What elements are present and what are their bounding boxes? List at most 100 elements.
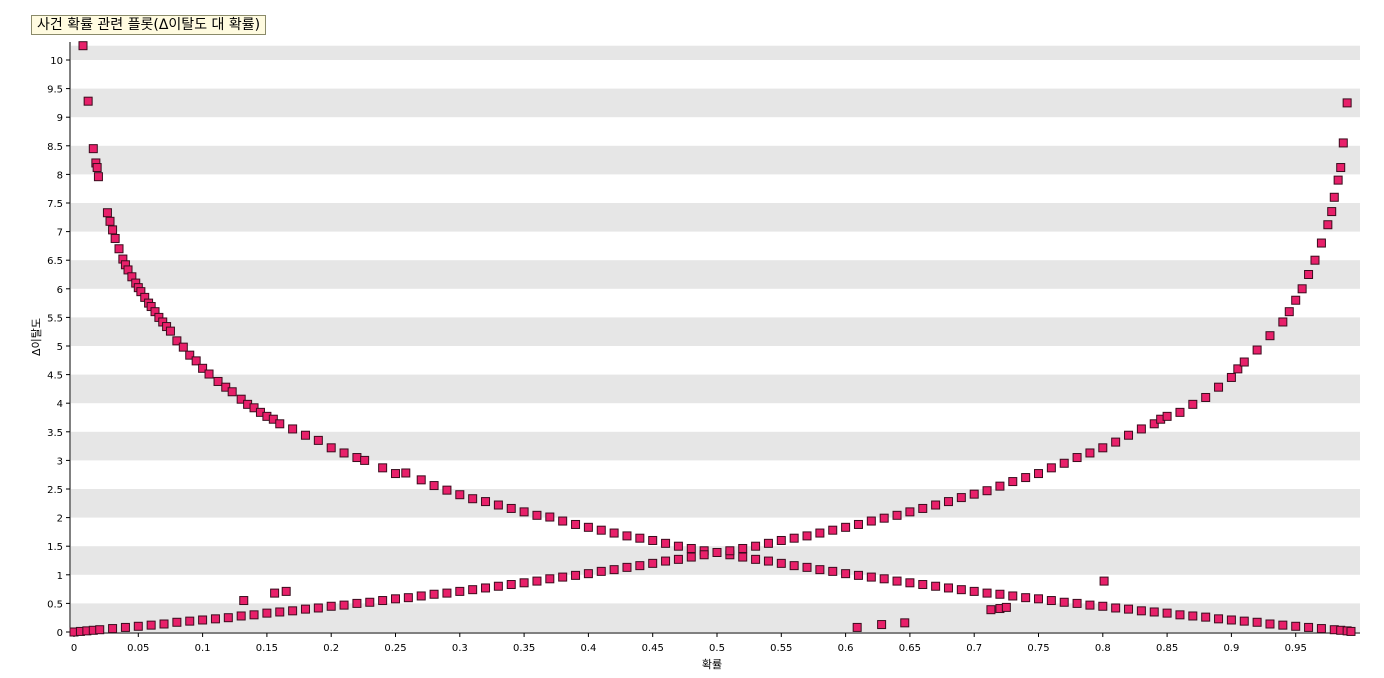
data-point: [429, 589, 439, 599]
data-point: [185, 350, 195, 360]
data-point: [1034, 594, 1043, 604]
data-point: [249, 610, 259, 620]
data-point: [442, 485, 452, 495]
data-point: [1085, 448, 1095, 458]
data-point: [1310, 255, 1320, 265]
data-point: [352, 598, 362, 608]
data-point: [455, 490, 465, 500]
data-point: [223, 613, 233, 623]
grid-band: [71, 260, 1360, 289]
y-tick-label: 2: [57, 514, 63, 525]
data-point: [210, 614, 220, 624]
data-point: [609, 565, 619, 575]
data-point: [378, 463, 388, 473]
data-point: [391, 594, 400, 604]
data-point: [360, 455, 370, 465]
data-point: [1252, 617, 1262, 627]
data-point: [1316, 624, 1326, 634]
data-point: [1265, 331, 1275, 341]
data-point: [1233, 364, 1243, 374]
data-point: [1336, 163, 1346, 173]
data-point: [879, 513, 889, 523]
data-point: [133, 621, 143, 631]
data-point: [866, 516, 876, 526]
y-tick-label: 8: [57, 170, 63, 181]
data-point: [270, 588, 280, 598]
data-point: [1124, 430, 1134, 440]
data-point: [661, 556, 671, 566]
data-point: [120, 622, 130, 632]
data-point: [313, 435, 323, 445]
data-point: [326, 443, 336, 453]
data-point: [1265, 619, 1275, 629]
data-point: [661, 538, 671, 548]
data-point: [204, 369, 214, 379]
x-tick-label: 0.8: [1095, 643, 1111, 654]
data-point: [545, 574, 555, 584]
y-tick-label: 0.5: [47, 599, 63, 610]
data-point: [236, 611, 246, 621]
data-point: [1098, 443, 1108, 453]
data-point: [1124, 604, 1134, 614]
data-point: [1239, 616, 1249, 626]
data-point: [892, 576, 902, 586]
data-point: [172, 336, 182, 346]
data-point: [300, 604, 310, 614]
x-tick-label: 0.5: [709, 643, 725, 654]
data-point: [853, 519, 863, 529]
data-point: [455, 586, 465, 596]
y-tick-label: 3.5: [47, 428, 63, 439]
data-point: [1304, 270, 1314, 279]
data-point: [506, 580, 516, 590]
data-point: [114, 244, 124, 254]
data-point: [802, 531, 812, 541]
x-tick-label: 0.7: [966, 643, 982, 654]
data-point: [519, 507, 529, 517]
data-point: [1072, 598, 1082, 608]
data-point: [1333, 175, 1343, 185]
chart-title: 사건 확률 관련 플롯(Δ이탈도 대 확률): [31, 15, 267, 35]
data-point: [172, 617, 182, 627]
x-tick-label: 0.75: [1027, 643, 1049, 654]
y-tick-label: 6: [57, 285, 63, 296]
x-tick-label: 0.4: [580, 643, 596, 654]
data-point: [442, 588, 452, 598]
data-point: [1291, 621, 1301, 631]
data-point: [365, 597, 375, 607]
data-point: [931, 581, 941, 591]
data-point: [571, 519, 581, 529]
x-tick-label: 0.35: [513, 643, 535, 654]
data-point: [1111, 437, 1121, 447]
data-point: [78, 41, 88, 51]
data-point: [853, 570, 863, 580]
data-point: [1059, 458, 1069, 468]
grid-band: [71, 45, 1360, 60]
data-point: [532, 510, 542, 520]
data-point: [1046, 596, 1056, 606]
data-point: [1008, 477, 1018, 487]
data-point: [468, 494, 478, 504]
data-point: [1008, 591, 1018, 601]
data-point: [866, 572, 876, 582]
data-point: [88, 144, 98, 154]
data-point: [738, 543, 748, 553]
data-point: [802, 562, 812, 572]
data-point: [1201, 392, 1211, 402]
data-point: [1072, 453, 1082, 463]
data-point: [635, 533, 645, 543]
data-point: [841, 522, 851, 532]
x-tick-label: 0.05: [127, 643, 149, 654]
data-point: [918, 503, 928, 513]
x-tick-label: 0.1: [195, 643, 211, 654]
data-point: [815, 565, 825, 575]
x-tick-label: 0.65: [899, 643, 921, 654]
data-point: [995, 589, 1005, 599]
data-point: [789, 533, 799, 543]
data-point: [1175, 407, 1185, 417]
data-point: [828, 525, 838, 535]
data-point: [506, 503, 516, 513]
data-point: [198, 363, 208, 373]
data-point: [982, 486, 992, 496]
data-point: [339, 600, 349, 610]
axes: [69, 42, 1360, 634]
